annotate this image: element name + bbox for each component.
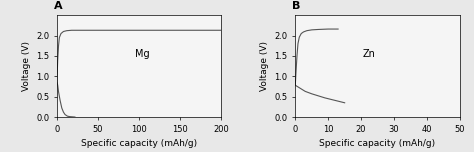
X-axis label: Specific capacity (mAh/g): Specific capacity (mAh/g) (81, 139, 197, 148)
Text: Mg: Mg (135, 49, 150, 59)
Text: B: B (292, 1, 301, 11)
Y-axis label: Voltage (V): Voltage (V) (21, 41, 30, 91)
X-axis label: Specific capacity (mAh/g): Specific capacity (mAh/g) (319, 139, 436, 148)
Y-axis label: Voltage (V): Voltage (V) (260, 41, 269, 91)
Text: A: A (54, 1, 62, 11)
Text: Zn: Zn (363, 49, 376, 59)
